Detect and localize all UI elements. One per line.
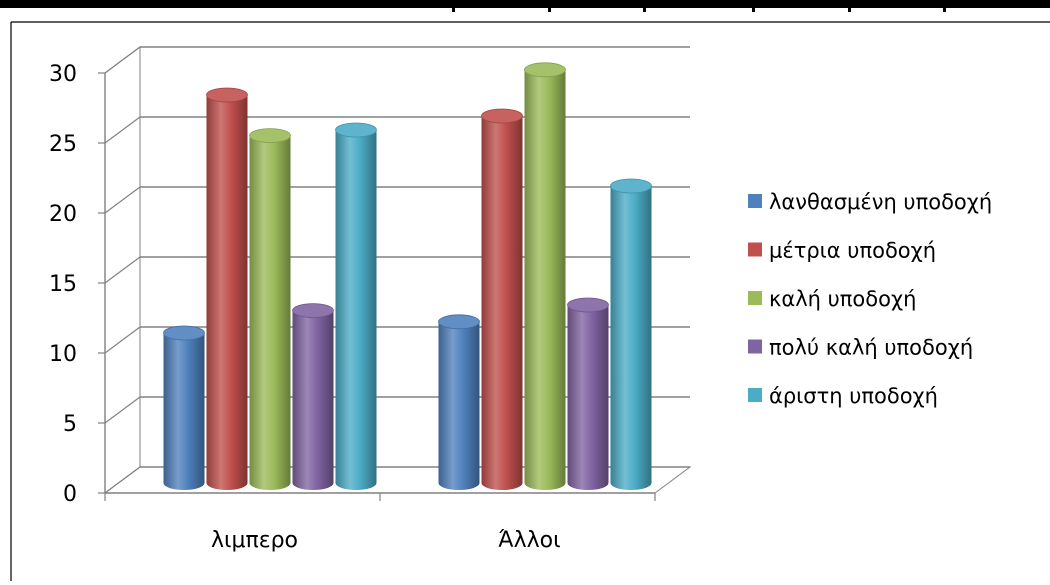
bar-cap	[335, 122, 377, 138]
legend-label: μέτρια υποδοχή	[769, 239, 936, 263]
x-tick-label: λιμπερο	[211, 528, 298, 553]
bar-body	[567, 305, 609, 490]
y-tick-label: 15	[49, 272, 77, 297]
legend-swatch	[748, 194, 762, 208]
gridline-side	[104, 116, 141, 144]
table-divider	[643, 0, 646, 12]
legend-label: λανθασμένη υποδοχή	[769, 190, 992, 214]
table-divider	[452, 0, 455, 12]
x-tick-labels: λιμπερο Άλλοι	[211, 528, 561, 553]
table-divider	[848, 0, 851, 12]
bar-cap	[524, 62, 566, 78]
bar-body	[335, 130, 377, 490]
legend-swatch	[748, 339, 762, 354]
y-tick-label: 5	[63, 412, 77, 437]
bar	[567, 297, 609, 490]
bar-body	[524, 69, 566, 491]
bar	[335, 122, 377, 490]
y-tick-label: 0	[63, 482, 77, 507]
bar-cap	[481, 108, 523, 124]
bar	[249, 128, 291, 490]
bar	[206, 87, 248, 490]
legend-label: καλή υποδοχή	[769, 287, 916, 311]
gridline-side	[104, 396, 141, 424]
legend-swatch	[748, 242, 762, 257]
bar-cap	[206, 87, 248, 103]
gridline-side	[104, 326, 141, 354]
bar-cap	[163, 325, 205, 341]
bar-cap	[610, 178, 652, 194]
top-table-strip	[0, 0, 1050, 12]
y-tick-label: 20	[49, 202, 77, 227]
bar-cap	[567, 297, 609, 313]
bar-cap	[292, 303, 334, 319]
x-tick-label: Άλλοι	[498, 528, 560, 553]
top-border	[0, 0, 1050, 8]
bar-body	[438, 321, 480, 490]
legend-label: πολύ καλή υποδοχή	[769, 336, 973, 360]
bar	[438, 314, 480, 490]
gridline-side	[104, 186, 141, 214]
y-tick-labels: 0 5 10 15 20 25 30	[49, 62, 77, 507]
bar-body	[249, 135, 291, 490]
table-divider	[548, 0, 551, 12]
gridline-side	[104, 256, 141, 284]
y-tick-label: 25	[49, 132, 77, 157]
bar	[481, 108, 523, 490]
bar-cap	[438, 314, 480, 330]
legend-swatch	[748, 388, 762, 402]
y-tick-label: 10	[49, 342, 77, 367]
bar-body	[481, 116, 523, 490]
bar	[163, 325, 205, 490]
bar-body	[206, 95, 248, 490]
gridline-side	[104, 46, 141, 74]
axes	[104, 73, 656, 501]
bar-body	[292, 310, 334, 490]
bar-body	[163, 333, 205, 490]
bar-body	[610, 186, 652, 490]
bar	[610, 178, 652, 490]
gridline-side	[104, 466, 141, 494]
y-tick-label: 30	[49, 62, 77, 87]
legend-label: άριστη υποδοχή	[769, 384, 938, 408]
bar	[292, 303, 334, 490]
bars	[163, 62, 652, 491]
table-divider	[943, 0, 946, 12]
legend: λανθασμένη υποδοχή μέτρια υποδοχή καλή υπο…	[748, 190, 992, 408]
legend-swatch	[748, 291, 762, 305]
table-divider	[752, 0, 755, 12]
bar-cap	[249, 128, 291, 144]
bar	[524, 62, 566, 491]
